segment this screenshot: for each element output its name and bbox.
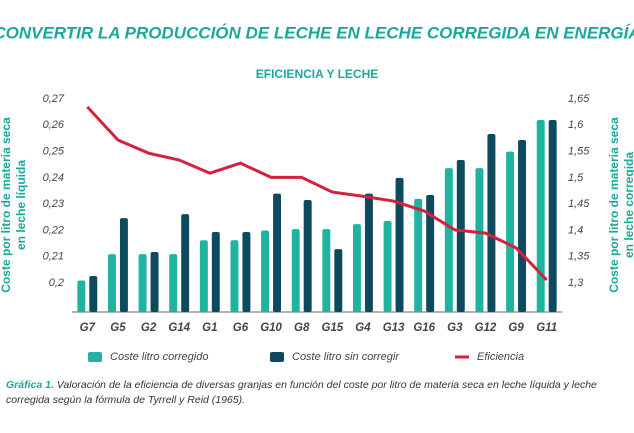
bar [548, 120, 557, 312]
bar [395, 177, 404, 312]
bar [291, 229, 300, 312]
legend-swatch [270, 352, 284, 362]
x-tick-label: G16 [413, 322, 435, 334]
x-tick-label: G2 [141, 322, 157, 334]
y2-tick-label: 1,35 [568, 251, 590, 263]
bar [352, 224, 361, 312]
y2-tick-label: 1,3 [568, 277, 584, 289]
x-tick-label: G1 [202, 322, 217, 334]
x-tick-label: G13 [383, 322, 405, 334]
y2-tick-label: 1,45 [568, 198, 590, 210]
bar [150, 252, 159, 312]
legend-label: Coste litro sin corregir [292, 351, 400, 363]
chart-title: CONVERTIR LA PRODUCCIÓN DE LECHE EN LECH… [0, 23, 634, 42]
bar [169, 254, 178, 312]
bar [487, 133, 496, 312]
y2-tick-label: 1,5 [568, 172, 584, 184]
bar [273, 193, 282, 312]
x-tick-label: G11 [536, 322, 557, 334]
y-tick-label: 0,26 [43, 119, 65, 131]
bar [77, 280, 86, 312]
x-tick-label: G8 [294, 322, 310, 334]
caption-label: Gráfica 1. [6, 379, 54, 391]
y-tick-label: 0,24 [43, 172, 64, 184]
bar [414, 198, 423, 312]
bar [506, 151, 515, 312]
y-axis-title: Coste por litro de materia secaen leche … [0, 117, 28, 293]
chart: CONVERTIR LA PRODUCCIÓN DE LECHE EN LECH… [0, 23, 634, 363]
bar [119, 218, 128, 312]
bar [107, 254, 116, 312]
bar [303, 199, 312, 312]
y2-tick-label: 1,65 [568, 93, 590, 105]
bar [536, 120, 545, 312]
bar [426, 194, 435, 312]
bar [334, 249, 343, 312]
y2-tick-label: 1,4 [568, 224, 583, 236]
y2-axis-title: Coste por litro de materia secaen leche … [607, 117, 634, 293]
x-tick-label: G12 [475, 322, 497, 334]
y-tick-label: 0,22 [43, 224, 64, 236]
bar [211, 232, 220, 312]
bar [138, 254, 147, 312]
x-tick-label: G15 [321, 322, 343, 334]
bar [181, 214, 190, 312]
bar [364, 193, 373, 312]
y-tick-label: 0,25 [43, 145, 65, 157]
y-tick-label: 0,27 [43, 93, 65, 105]
x-tick-label: G14 [168, 322, 190, 334]
y-tick-label: 0,21 [43, 251, 64, 263]
bar [230, 240, 239, 312]
bar [199, 240, 208, 312]
x-tick-label: G4 [355, 322, 371, 334]
y-tick-label: 0,23 [43, 198, 65, 210]
x-tick-label: G5 [110, 322, 126, 334]
bar [242, 232, 251, 312]
legend-label: Eficiencia [477, 351, 524, 363]
bar [261, 230, 270, 312]
bar [383, 221, 392, 312]
bar [475, 168, 484, 312]
legend-swatch [88, 352, 102, 362]
legend-label: Coste litro corregido [110, 351, 208, 363]
x-tick-label: G3 [447, 322, 463, 334]
x-tick-label: G10 [260, 322, 282, 334]
bar [518, 140, 527, 312]
line-series [86, 105, 548, 281]
bar [456, 160, 465, 312]
bar [89, 275, 98, 312]
caption-text: Valoración de la eficiencia de diversas … [6, 379, 597, 406]
bar [322, 229, 331, 312]
chart-subtitle: EFICIENCIA Y LECHE [256, 67, 378, 81]
x-tick-label: G6 [233, 322, 249, 334]
x-tick-label: G7 [80, 322, 96, 334]
x-tick-label: G9 [508, 322, 524, 334]
caption: Gráfica 1. Valoración de la eficiencia d… [6, 378, 632, 408]
bar [444, 168, 453, 312]
y2-tick-label: 1,6 [568, 119, 584, 131]
y-tick-label: 0,2 [49, 277, 64, 289]
y2-tick-label: 1,55 [568, 145, 590, 157]
